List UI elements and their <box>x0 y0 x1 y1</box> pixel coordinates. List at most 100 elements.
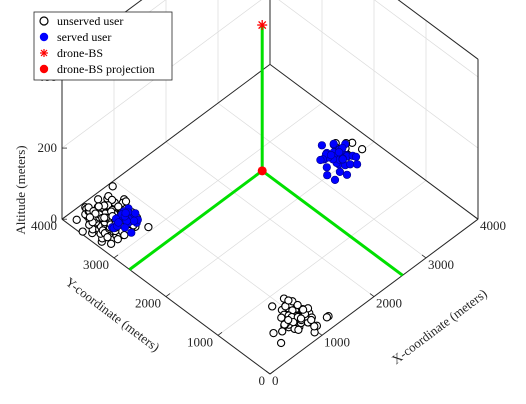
legend-box <box>33 11 173 81</box>
unserved-user-point <box>93 195 103 204</box>
unserved-user-point <box>268 302 277 311</box>
unserved-user-point <box>103 233 112 242</box>
drone-bs-point <box>257 20 268 31</box>
x-tick-label: 4000 <box>480 218 506 233</box>
filled-circle-icon <box>39 32 49 42</box>
y-tick-mark <box>61 215 67 220</box>
x-tick-label: 1000 <box>324 334 350 349</box>
z-axis-label: Altitude (meters) <box>13 145 28 234</box>
drone-bs-projection-point <box>257 166 267 176</box>
unserved-user-point <box>277 313 286 322</box>
legend-label: unserved user <box>57 14 123 28</box>
legend-label: drone-BS <box>57 46 103 60</box>
served-user-point <box>346 160 355 169</box>
legend-label: drone-BS projection <box>57 62 155 76</box>
y-tick-mark <box>269 370 275 375</box>
unserved-user-point <box>113 235 122 244</box>
unserved-user-point <box>78 227 87 236</box>
unserved-user-point <box>278 327 287 336</box>
unserved-user-point <box>322 313 332 322</box>
x-axis-label: X-coordinate (meters) <box>389 286 490 367</box>
legend: unserved user served user drone-BS drone… <box>33 11 173 81</box>
x-tick-label: 3000 <box>428 257 454 272</box>
y-tick-label: 0 <box>259 373 266 388</box>
x-tick-mark <box>421 254 427 259</box>
unserved-user-point <box>284 315 293 325</box>
y-axis-label: Y-coordinate (meters) <box>63 274 163 354</box>
unserved-user-point <box>94 202 103 211</box>
served-user-point <box>316 155 325 165</box>
unserved-user-point <box>284 296 293 305</box>
served-user-point <box>342 170 352 179</box>
served-user-point <box>351 152 361 161</box>
open-circle-icon <box>39 16 49 26</box>
x-tick-mark <box>369 293 375 297</box>
grid-line-floor-y <box>217 180 427 336</box>
x-tick-mark <box>265 370 271 375</box>
y-tick-label: 1000 <box>187 334 213 349</box>
unserved-user-point <box>307 315 316 325</box>
legend-item-unserved: unserved user <box>39 14 123 28</box>
served-user-point <box>322 163 331 172</box>
unserved-user-point <box>91 209 100 218</box>
z-tick-label: 200 <box>38 140 58 155</box>
unserved-user-point <box>269 328 278 338</box>
unserved-user-point <box>357 145 367 154</box>
unserved-user-point <box>108 182 117 191</box>
unserved-user-point <box>293 300 302 310</box>
guide-line-to-y-axis <box>128 169 264 271</box>
served-user-point <box>127 228 136 237</box>
y-tick-label: 2000 <box>135 296 161 311</box>
grid-line-floor-y <box>113 102 323 259</box>
legend-item-drone: drone-BS <box>40 46 103 60</box>
x-tick-label: 2000 <box>376 296 402 311</box>
unserved-user-point <box>72 215 81 224</box>
unserved-user-point <box>298 305 308 314</box>
served-user-point <box>131 209 140 218</box>
y-tick-mark <box>217 331 223 336</box>
served-user-point <box>353 160 362 169</box>
x-tick-label: 0 <box>272 373 279 388</box>
y-tick-label: 3000 <box>83 257 109 272</box>
unserved-user-point <box>120 230 129 240</box>
legend-item-projection: drone-BS projection <box>39 62 155 76</box>
served-user-point <box>120 223 129 232</box>
floor-side-edge <box>269 63 479 220</box>
grid-line-side-z <box>278 0 479 149</box>
served-user-point <box>317 141 327 150</box>
guide-line-to-x-axis <box>261 169 404 277</box>
served-user-point <box>330 175 340 184</box>
served-user-point <box>335 167 345 176</box>
legend-item-served: served user <box>39 30 111 44</box>
x-tick-mark <box>473 215 479 220</box>
served-user-point <box>323 171 332 180</box>
floor-back-edge <box>61 63 271 220</box>
unserved-user-point <box>114 202 123 211</box>
guide-lines <box>128 25 404 277</box>
z-tick-label: 0 <box>51 211 58 226</box>
asterisk-icon <box>40 49 48 57</box>
y-tick-label: 4000 <box>31 218 57 233</box>
side-top-edge <box>397 0 479 60</box>
served-user-point <box>334 148 344 157</box>
unserved-user-point <box>85 213 95 222</box>
y-tick-mark <box>113 254 119 259</box>
drone-bs-stroke <box>258 20 267 30</box>
filled-circle-icon <box>39 64 49 74</box>
legend-label: served user <box>57 30 111 44</box>
data-points <box>72 20 367 348</box>
unserved-user-point <box>100 213 109 222</box>
served-user-point <box>338 155 347 164</box>
unserved-user-point <box>144 222 153 232</box>
served-user-point <box>326 151 336 160</box>
unserved-user-point <box>106 239 116 248</box>
unserved-user-point <box>294 325 303 334</box>
served-user-point <box>114 218 123 227</box>
unserved-user-point <box>276 338 286 348</box>
served-user-point <box>329 139 338 148</box>
unserved-user-point <box>107 195 117 205</box>
unserved-user-point <box>121 197 131 206</box>
served-user-point <box>121 208 130 218</box>
